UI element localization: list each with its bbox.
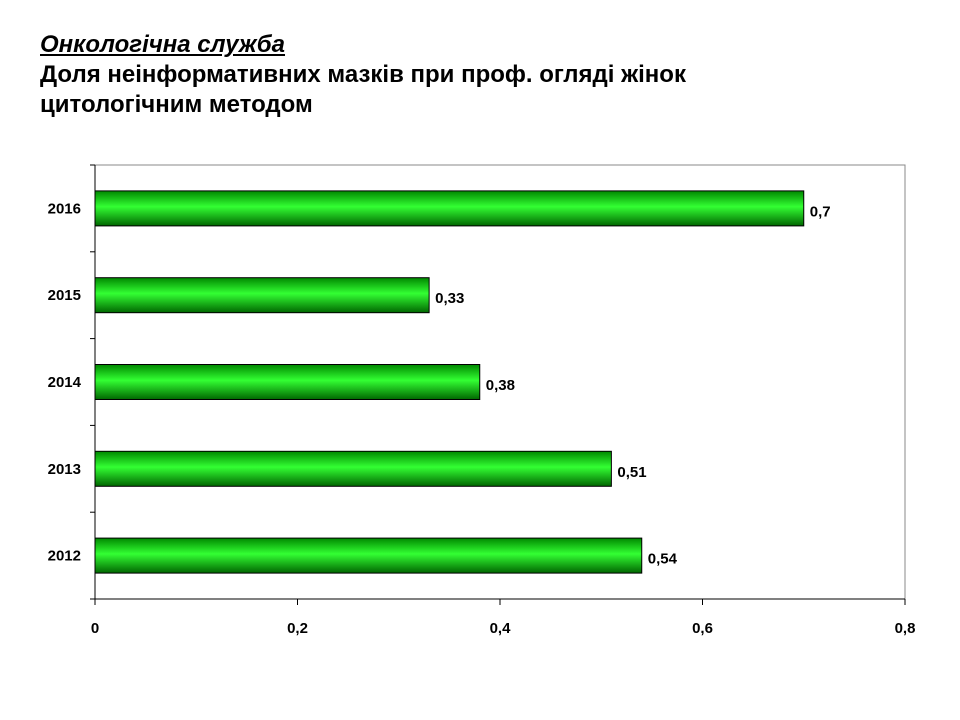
data-label: 0,54 — [648, 551, 678, 568]
data-label: 0,51 — [617, 464, 646, 481]
x-tick-label: 0,2 — [287, 620, 308, 637]
y-tick-label: 2015 — [48, 287, 81, 304]
title-main-line2: цитологічним методом — [40, 91, 313, 118]
slide-title: Онкологічна служба Доля неінформативних … — [40, 30, 920, 120]
bar-2014 — [94, 364, 481, 400]
title-service: Онкологічна служба — [40, 31, 286, 58]
data-label: 0,33 — [435, 290, 464, 307]
y-tick-label: 2014 — [48, 374, 82, 391]
bar-2012 — [94, 537, 643, 574]
x-tick-label: 0,8 — [895, 620, 916, 637]
y-tick-label: 2013 — [48, 461, 81, 478]
bar-2013 — [94, 450, 612, 487]
title-main-line1: Доля неінформативних мазків при проф. ог… — [40, 61, 686, 88]
x-tick-label: 0,4 — [490, 620, 512, 637]
x-tick-label: 0,6 — [692, 620, 713, 637]
x-tick-label: 0 — [91, 620, 99, 637]
bar-2015 — [94, 277, 430, 314]
data-label: 0,7 — [810, 203, 831, 220]
bar-2016 — [94, 190, 805, 227]
data-label: 0,38 — [486, 377, 515, 394]
y-tick-label: 2016 — [48, 200, 81, 217]
y-tick-label: 2012 — [48, 548, 81, 565]
